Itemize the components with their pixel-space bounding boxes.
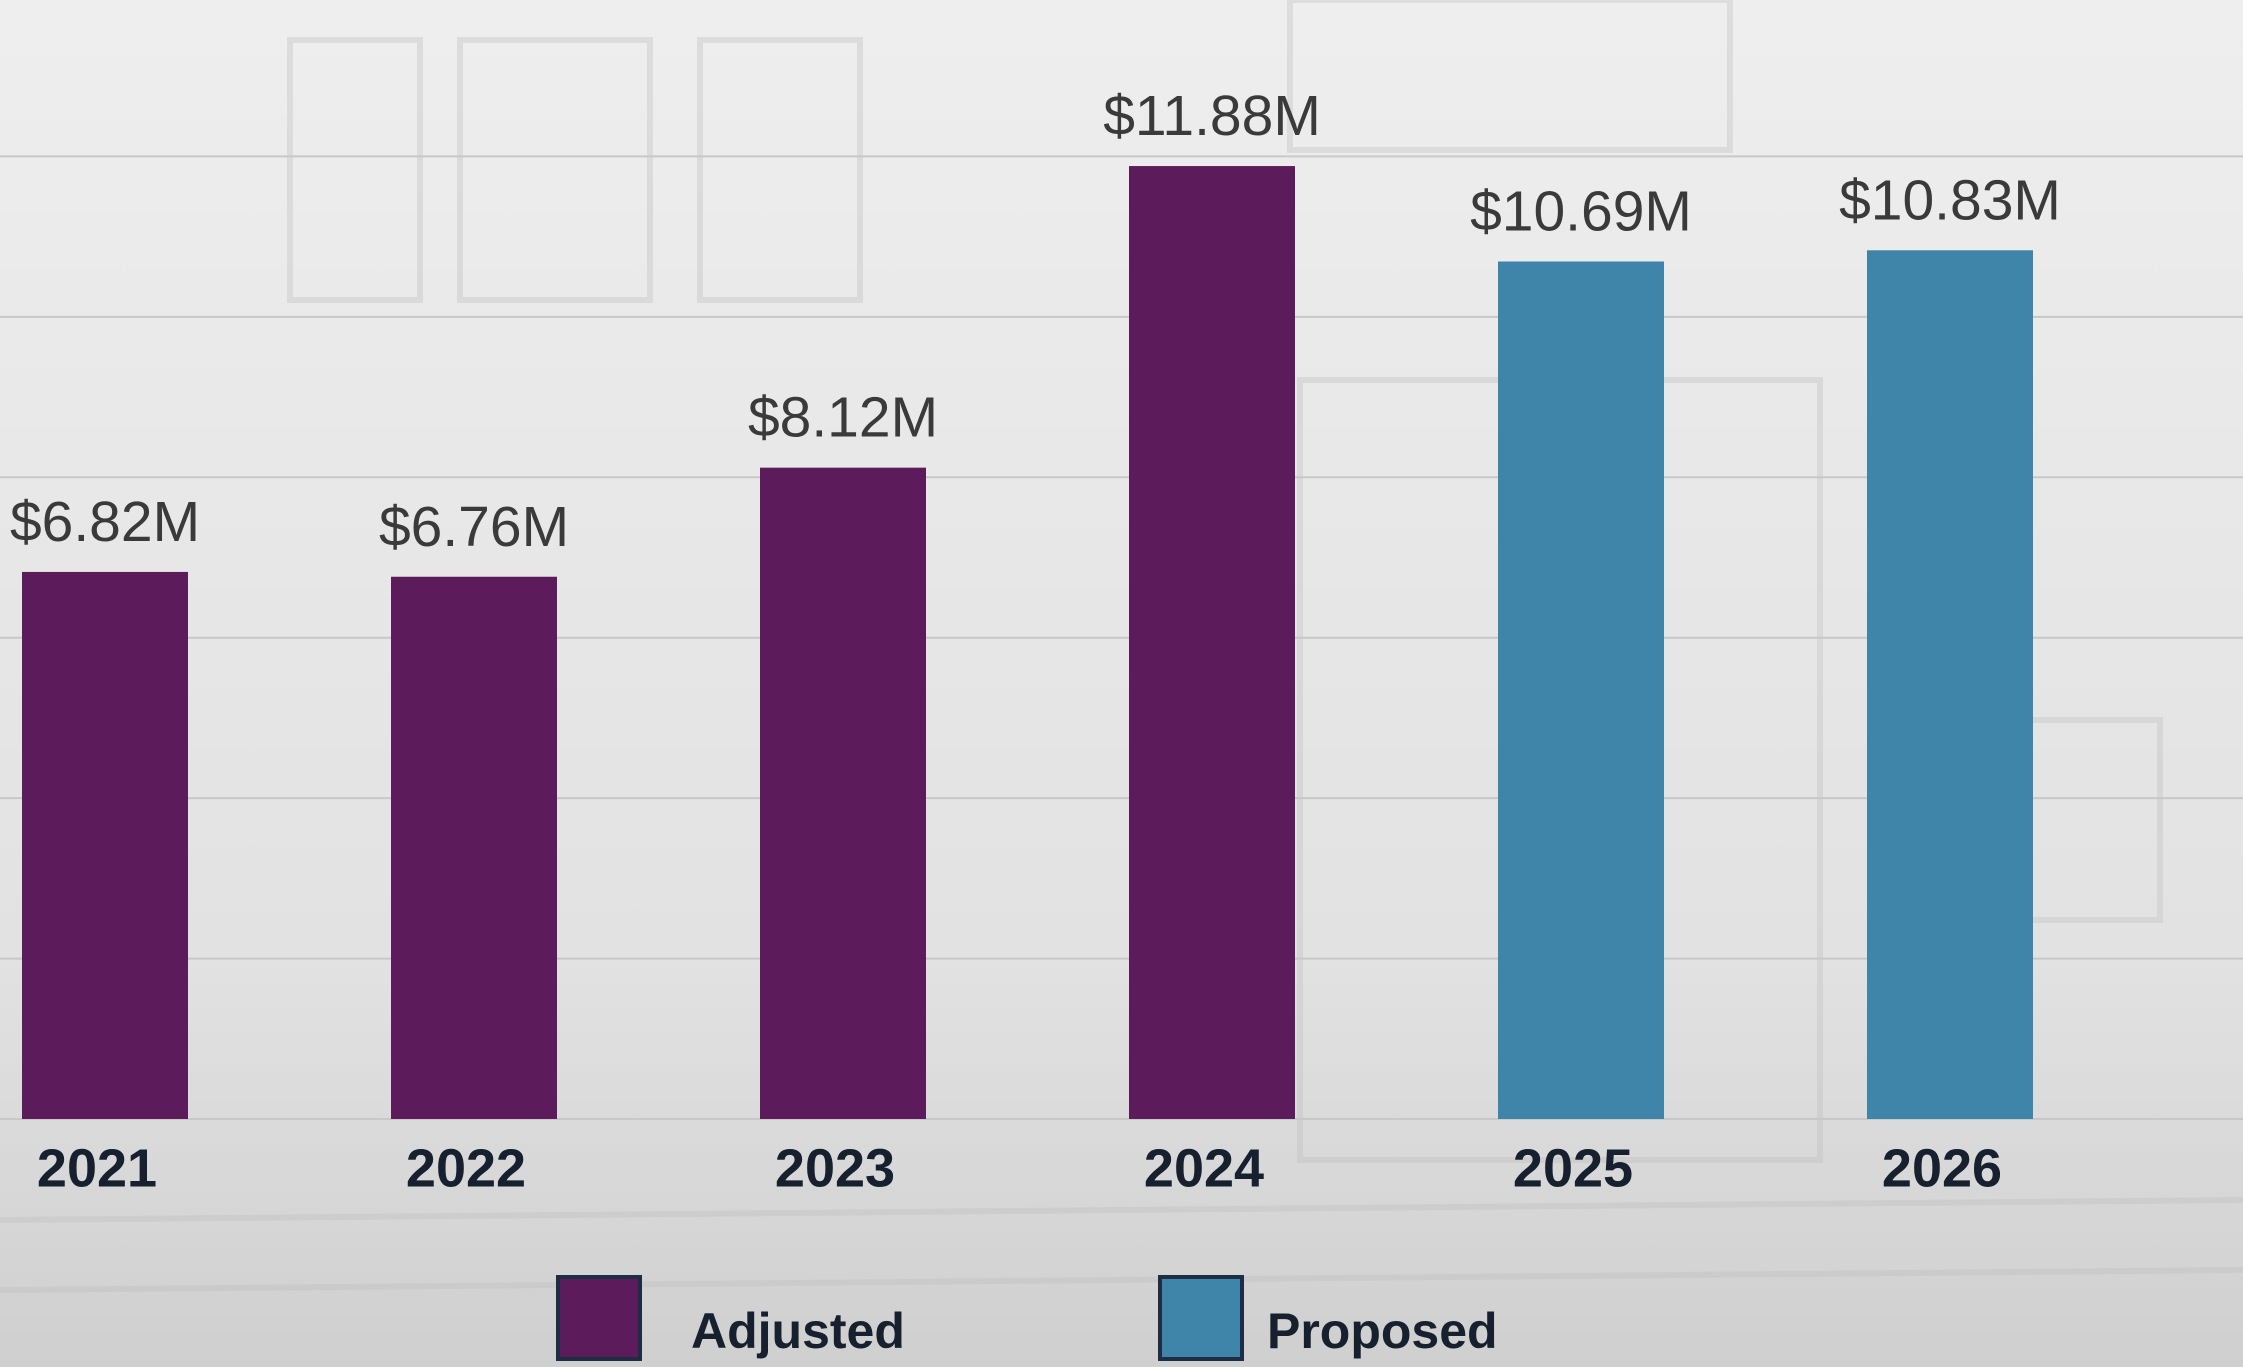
- data-label: $11.88M: [1103, 84, 1321, 148]
- legend-swatch: [558, 1277, 640, 1359]
- chart: Adjusted Proposed 2021 2022 2023 2024 2025 20…: [0, 0, 2243, 1367]
- x-tick-label: 2026: [1882, 1138, 2002, 1198]
- x-tick-label: 2024: [1144, 1138, 1264, 1198]
- bar: [1498, 262, 1664, 1119]
- x-tick-label: 2023: [775, 1138, 895, 1198]
- x-tick-label: 2022: [406, 1138, 526, 1198]
- data-label: $10.83M: [1839, 168, 2061, 232]
- data-label: $6.82M: [10, 490, 200, 554]
- legend-label: Proposed: [1267, 1303, 1498, 1359]
- x-tick-label: 2021: [37, 1138, 157, 1198]
- legend-swatch: [1160, 1277, 1242, 1359]
- bar: [22, 572, 188, 1119]
- page: Adjusted Proposed 2021 2022 2023 2024 2025 20…: [0, 0, 2243, 1367]
- bar: [1129, 166, 1295, 1119]
- data-label: $6.76M: [379, 495, 569, 559]
- x-tick-label: 2025: [1513, 1138, 1633, 1198]
- data-label: $8.12M: [748, 386, 938, 450]
- bar: [760, 468, 926, 1119]
- bar: [1867, 250, 2033, 1119]
- legend-label: Adjusted: [691, 1303, 905, 1359]
- data-label: $10.69M: [1470, 180, 1692, 244]
- bar: [391, 577, 557, 1119]
